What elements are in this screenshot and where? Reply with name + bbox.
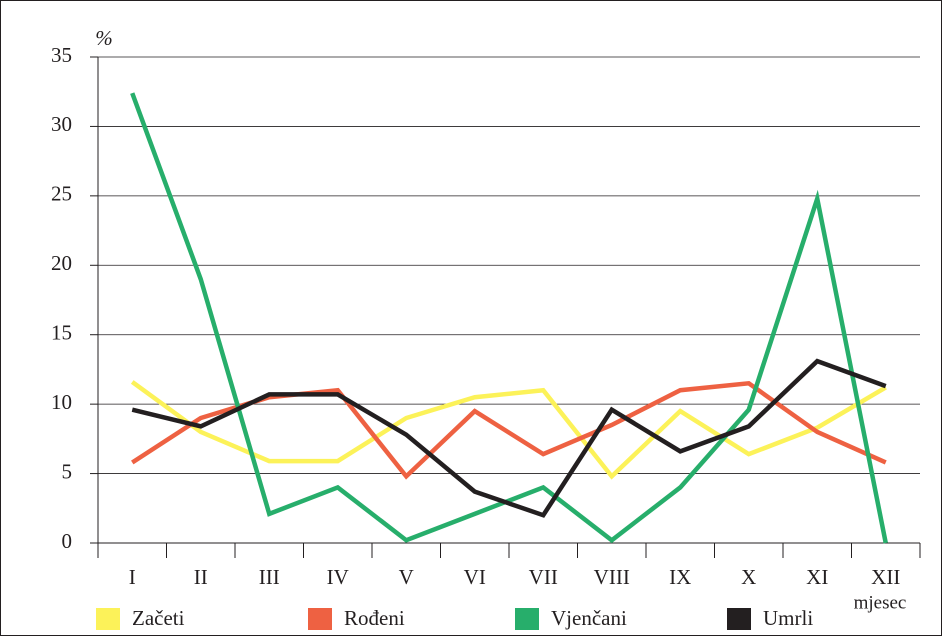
x-tick-label: XII: [871, 565, 900, 589]
y-tick-label: 25: [51, 182, 72, 206]
y-tick-label: 10: [51, 390, 72, 414]
x-tick-label: V: [399, 565, 414, 589]
series-line: [130, 380, 887, 480]
y-tick-label: 5: [62, 459, 73, 483]
y-tick-label: 0: [62, 529, 73, 553]
x-tick-label: VI: [464, 565, 486, 589]
y-tick-label: 20: [51, 251, 72, 275]
x-tick-label: I: [129, 565, 136, 589]
x-tick-label: XI: [806, 565, 828, 589]
x-tick-label: IV: [327, 565, 349, 589]
x-tick-label: VII: [529, 565, 558, 589]
legend-label: Rođeni: [344, 606, 405, 630]
x-tick-label: III: [259, 565, 280, 589]
legend-label: Začeti: [132, 606, 185, 630]
legend-swatch: [515, 608, 539, 630]
y-tick-label: 15: [51, 321, 72, 345]
x-tick-label: X: [741, 565, 756, 589]
legend-swatch: [308, 608, 332, 630]
series-line: [131, 358, 887, 518]
legend-swatch: [96, 608, 120, 630]
legend-label: Umrli: [763, 606, 813, 630]
x-axis-label: mjesec: [854, 592, 907, 613]
x-tick-label: IX: [669, 565, 691, 589]
legend-label: Vjenčani: [551, 606, 627, 630]
y-tick-label: 35: [51, 43, 72, 67]
y-axis-label: %: [95, 26, 113, 50]
y-tick-label: 30: [51, 112, 72, 136]
x-tick-label: II: [194, 565, 208, 589]
x-tick-label: VIII: [594, 565, 630, 589]
series-line: [130, 92, 888, 544]
legend-swatch: [727, 608, 751, 630]
